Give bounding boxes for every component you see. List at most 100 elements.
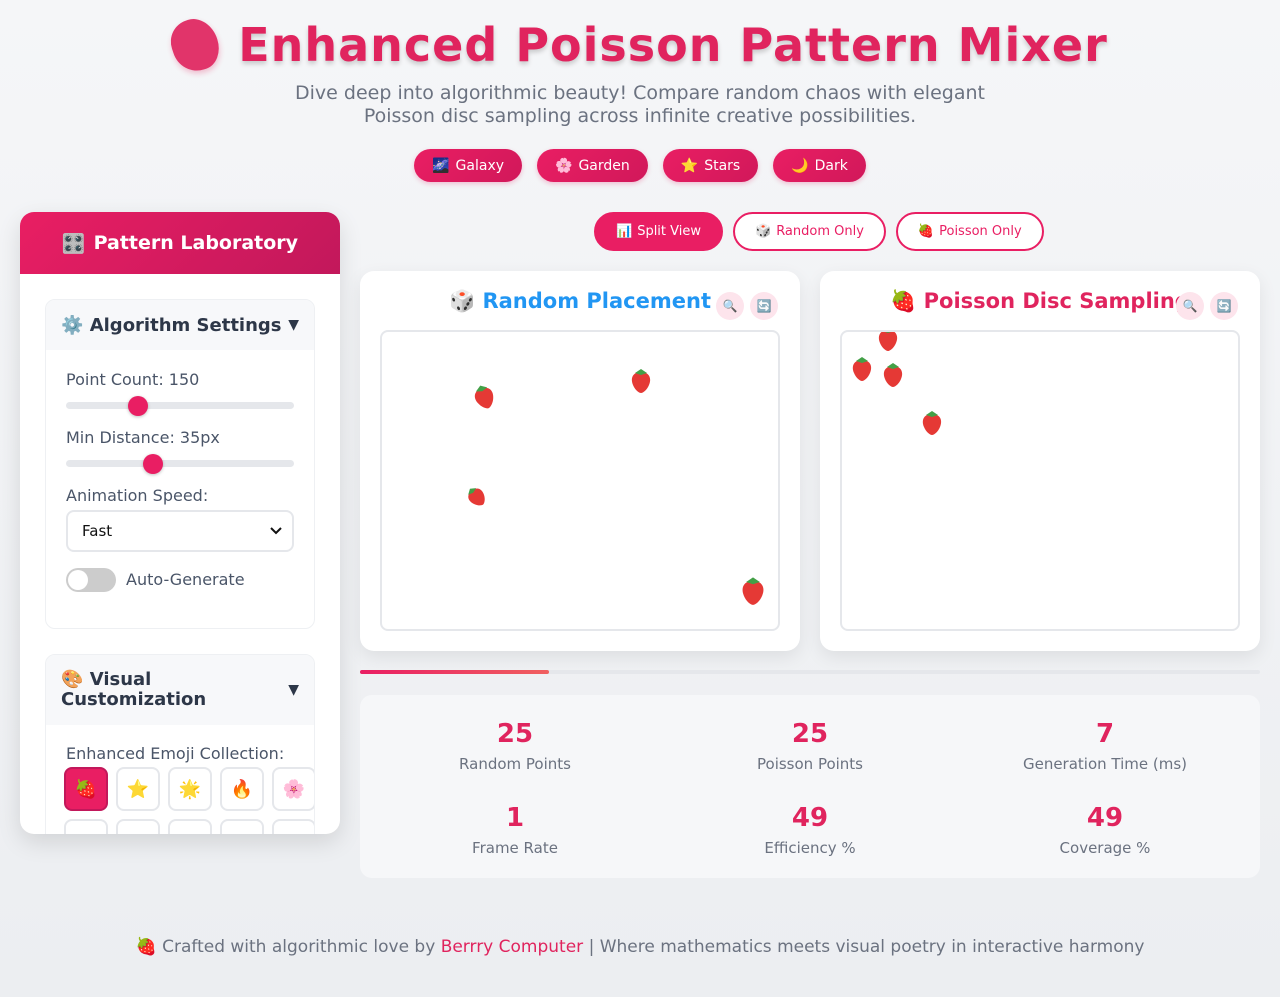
refresh-button[interactable]: 🔄 [750,292,778,320]
page-title: Enhanced Poisson Pattern Mixer [0,13,1280,77]
min-distance-slider[interactable] [66,454,294,474]
strawberry-icon [165,13,226,77]
title-text: Enhanced Poisson Pattern Mixer [238,18,1108,72]
stat-random-points: 25 Random Points [365,719,665,773]
algorithm-settings-header[interactable]: ⚙️ Algorithm Settings ▼ [46,300,314,350]
slider-thumb[interactable] [128,396,149,416]
subtitle-line: Poisson disc sampling across infinite cr… [363,105,917,127]
stat-label: Poisson Points [757,755,863,773]
stat-poisson-points: 25 Poisson Points [660,719,960,773]
animation-speed-select[interactable]: Fast [66,510,294,552]
progress-fill [360,670,549,674]
view-mode-selector: 📊 Split View 🎲 Random Only 🍓 Poisson Onl… [594,212,1044,251]
view-label: Poisson Only [939,224,1022,239]
view-label: Split View [637,224,701,239]
refresh-icon: 🔄 [1216,299,1232,313]
emoji-option[interactable] [64,819,108,834]
stat-label: Random Points [459,755,571,773]
zoom-button[interactable]: 🔍 [1176,292,1204,320]
poisson-sampling-panel: 🍓 Poisson Disc Sampling 🔍 🔄 [820,271,1260,651]
point-count-label: Point Count: 150 [66,370,200,389]
strawberry-icon [742,577,764,605]
theme-galaxy-button[interactable]: 🌌 Galaxy [414,149,523,182]
algorithm-settings-section: ⚙️ Algorithm Settings ▼ Point Count: 150… [45,299,315,629]
random-only-button[interactable]: 🎲 Random Only [733,212,886,251]
emoji-option[interactable] [272,819,314,834]
generation-progress-bar [360,670,1260,674]
emoji-option-star[interactable]: ⭐ [116,767,160,811]
stat-value: 1 [505,803,525,833]
zoom-button[interactable]: 🔍 [716,292,744,320]
blossom-icon: 🌸 [555,157,573,174]
strawberry-icon [883,363,903,387]
stat-frame-rate: 1 Frame Rate [365,803,665,857]
toggle-knob [68,570,88,590]
emoji-option[interactable] [220,819,264,834]
stat-label: Coverage % [1059,839,1151,857]
stat-value: 49 [791,803,829,833]
chevron-down-icon [270,527,282,535]
emoji-option[interactable] [168,819,212,834]
poisson-canvas[interactable] [840,330,1240,631]
section-label: 🎨 Visual Customization [61,670,206,710]
strawberry-icon [922,411,942,435]
strawberry-icon: 🍓 [135,937,157,957]
panel-title-text: Poisson Disc Sampling [923,289,1190,313]
auto-generate-toggle[interactable] [66,568,116,592]
panel-title: 🎲 Random Placement [360,289,800,314]
stat-label: Generation Time (ms) [1022,755,1188,773]
emoji-option[interactable] [116,819,160,834]
star-icon: ⭐ [680,157,699,174]
emoji-option-glowing-star[interactable]: 🌟 [168,767,212,811]
theme-garden-button[interactable]: 🌸 Garden [537,149,648,182]
palette-icon: 🎨 [61,669,84,690]
theme-label: Stars [704,157,741,174]
strawberry-icon: 🍓 [917,224,935,239]
slider-thumb[interactable] [142,454,163,474]
visual-customization-section: 🎨 Visual Customization ▼ Enhanced Emoji … [45,654,315,834]
gear-icon: ⚙️ [61,314,84,336]
theme-selector: 🌌 Galaxy 🌸 Garden ⭐ Stars 🌙 Dark [0,149,1280,182]
stat-value: 25 [791,719,829,749]
emoji-option-strawberry[interactable]: 🍓 [64,767,108,811]
theme-stars-button[interactable]: ⭐ Stars [662,149,759,182]
strawberry-icon [631,369,651,393]
theme-label: Dark [814,157,848,174]
dice-icon: 🎲 [449,289,476,313]
control-sidebar: 🎛️ Pattern Laboratory ⚙️ Algorithm Setti… [20,212,340,834]
poisson-only-button[interactable]: 🍓 Poisson Only [895,212,1044,251]
strawberry-icon [852,357,872,381]
point-count-slider[interactable] [66,396,294,416]
emoji-option-blossom[interactable]: 🌸 [272,767,314,811]
section-title: Visual [89,669,152,690]
emoji-option-fire[interactable]: 🔥 [220,767,264,811]
view-label: Random Only [776,224,864,239]
select-value: Fast [82,522,113,540]
stat-label: Frame Rate [472,839,558,857]
min-distance-label: Min Distance: 35px [66,428,220,447]
stat-value: 25 [496,719,534,749]
strawberry-icon: 🍓 [890,289,917,313]
theme-dark-button[interactable]: 🌙 Dark [773,149,866,182]
author-link[interactable]: Berrry Computer [440,937,584,957]
refresh-button[interactable]: 🔄 [1210,292,1238,320]
auto-generate-label: Auto-Generate [126,570,245,589]
footer-text: | Where mathematics meets visual poetry … [588,937,1145,957]
magnifier-icon: 🔍 [1182,299,1198,313]
page-subtitle: Dive deep into algorithmic beauty! Compa… [280,82,1000,128]
animation-speed-label: Animation Speed: [66,486,209,505]
refresh-icon: 🔄 [756,299,772,313]
subtitle-line: Dive deep into algorithmic beauty! Compa… [295,82,985,104]
stat-value: 49 [1086,803,1124,833]
section-label: ⚙️ Algorithm Settings [61,315,282,336]
stat-label: Efficiency % [764,839,856,857]
random-canvas[interactable] [380,330,780,631]
visual-customization-header[interactable]: 🎨 Visual Customization ▼ [46,655,314,725]
section-title: Customization [61,689,207,710]
split-view-button[interactable]: 📊 Split View [594,212,723,251]
sidebar-title: Pattern Laboratory [93,232,299,254]
chevron-down-icon: ▼ [288,317,299,333]
emoji-collection-label: Enhanced Emoji Collection: [66,744,285,763]
panel-title: 🍓 Poisson Disc Sampling [820,289,1260,314]
control-knobs-icon: 🎛️ [61,232,86,255]
